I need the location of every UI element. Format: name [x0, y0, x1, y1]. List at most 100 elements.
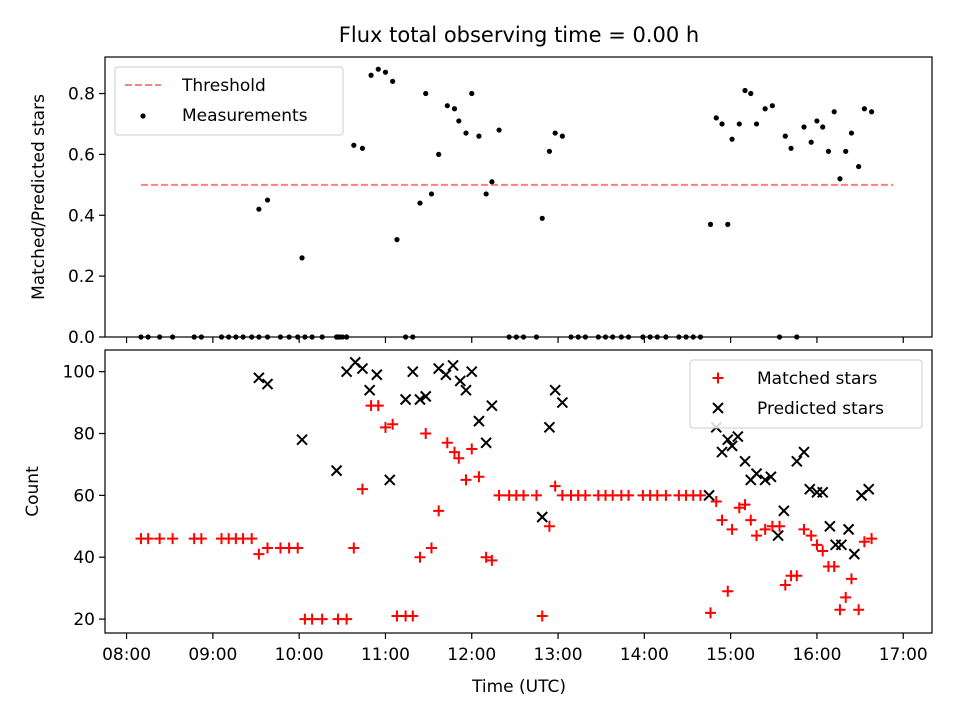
matched-stars-point [579, 489, 591, 501]
matched-stars-point [453, 452, 465, 464]
legend-box [114, 66, 344, 136]
y-tick-label: 0.4 [68, 206, 95, 226]
x-axis-label: Time (UTC) [471, 677, 566, 697]
predicted-stars-point [340, 365, 353, 378]
predicted-stars-point [732, 430, 744, 443]
measurement-point [436, 151, 442, 157]
chart-title: Flux total observing time = 0.00 h [339, 23, 699, 47]
y-tick-label: 100 [63, 363, 95, 383]
y-tick-label: 60 [73, 486, 95, 506]
measurement-point [444, 103, 450, 109]
matched-stars-point [817, 545, 829, 557]
y-tick-label: 20 [73, 610, 95, 630]
predicted-stars-point [466, 365, 478, 378]
y-tick-label: 0.0 [68, 328, 95, 348]
measurement-point [456, 118, 462, 124]
predicted-stars-point [739, 455, 751, 468]
measurement-point [742, 87, 748, 94]
predicted-stars-point [480, 437, 492, 449]
x-tick-label: 12:00 [447, 645, 496, 665]
measurement-point [782, 133, 788, 139]
matched-stars-point [246, 533, 258, 545]
legend-label: Threshold [181, 76, 266, 96]
x-tick-label: 14:00 [620, 645, 669, 665]
measurement-point [725, 221, 731, 227]
measurement-point [719, 121, 725, 127]
measurement-point [868, 109, 875, 115]
y-axis-label: Matched/Predicted stars [29, 94, 49, 300]
x-tick-label: 15:00 [706, 645, 755, 665]
matched-stars-point [530, 489, 542, 501]
predicted-stars-point [549, 384, 561, 396]
measurement-point [299, 255, 305, 261]
measurement-point [729, 136, 735, 142]
matched-stars-point [623, 489, 635, 501]
measurement-point [814, 118, 820, 124]
measurement-point [831, 109, 837, 115]
predicted-stars-point [556, 396, 569, 409]
measurement-point [463, 130, 469, 136]
matched-stars-point [420, 428, 432, 440]
matched-stars-point [549, 480, 561, 492]
matched-stars-point [460, 474, 472, 486]
matched-stars-point [441, 437, 453, 449]
predicted-stars-point [356, 362, 369, 375]
matched-stars-point [195, 533, 207, 545]
predicted-stars-point [778, 505, 790, 517]
measurement-point [861, 106, 868, 112]
measurement-point [788, 145, 794, 151]
measurement-point [546, 148, 553, 154]
predicted-stars-point [440, 369, 452, 381]
measurement-point [707, 221, 714, 227]
predicted-stars-point [407, 365, 419, 378]
measurement-point [351, 142, 357, 148]
y-axis-label: Count [23, 466, 43, 517]
predicted-stars-point [447, 359, 459, 372]
predicted-stars-point [824, 520, 836, 533]
legend: Matched stars Predicted stars [689, 359, 923, 429]
matched-stars-point [316, 613, 328, 625]
measurement-point [496, 127, 502, 133]
predicted-stars-point [765, 471, 777, 483]
predicted-stars-point [798, 446, 810, 458]
matched-stars-point [154, 533, 166, 545]
predicted-stars-point [486, 399, 498, 412]
matched-stars-point [407, 610, 419, 622]
matched-stars-point [387, 418, 399, 430]
matched-stars-point [779, 579, 791, 591]
y-tick-label: 0.6 [68, 145, 95, 165]
legend-label: Matched stars [757, 369, 877, 389]
measurement-point [359, 145, 366, 151]
predicted-stars-point [420, 390, 432, 403]
measurement-point [423, 90, 429, 97]
measurement-point [762, 106, 768, 112]
y-tick-label: 0.8 [68, 85, 95, 105]
measurement-point [394, 237, 400, 243]
matched-stars-point [791, 570, 803, 582]
matched-stars-point [866, 533, 878, 545]
measurement-point [559, 133, 565, 139]
measurement-point [417, 200, 423, 206]
matched-stars-point [811, 539, 823, 551]
predicted-stars-point [842, 523, 855, 536]
y-tick-label: 40 [73, 548, 95, 568]
plot-area [135, 356, 878, 625]
predicted-stars-point [703, 489, 715, 502]
matched-stars-point [486, 554, 498, 566]
predicted-stars-point [454, 375, 466, 387]
matched-stars-point [845, 573, 857, 585]
matched-stars-point [348, 542, 360, 554]
matched-stars-point [414, 551, 426, 563]
predicted-stars-point [460, 384, 472, 396]
measurement-point [483, 191, 489, 197]
predicted-stars-point [543, 421, 556, 434]
matched-stars-point [745, 514, 757, 526]
predicted-stars-point [716, 446, 728, 458]
matched-stars-point [774, 520, 786, 532]
y-tick-label: 80 [73, 425, 95, 445]
measurement-point [539, 215, 545, 221]
predicted-stars-point [816, 486, 829, 498]
measurement-point [382, 69, 389, 75]
matched-stars-point [142, 533, 154, 545]
predicted-stars-point [399, 393, 412, 406]
